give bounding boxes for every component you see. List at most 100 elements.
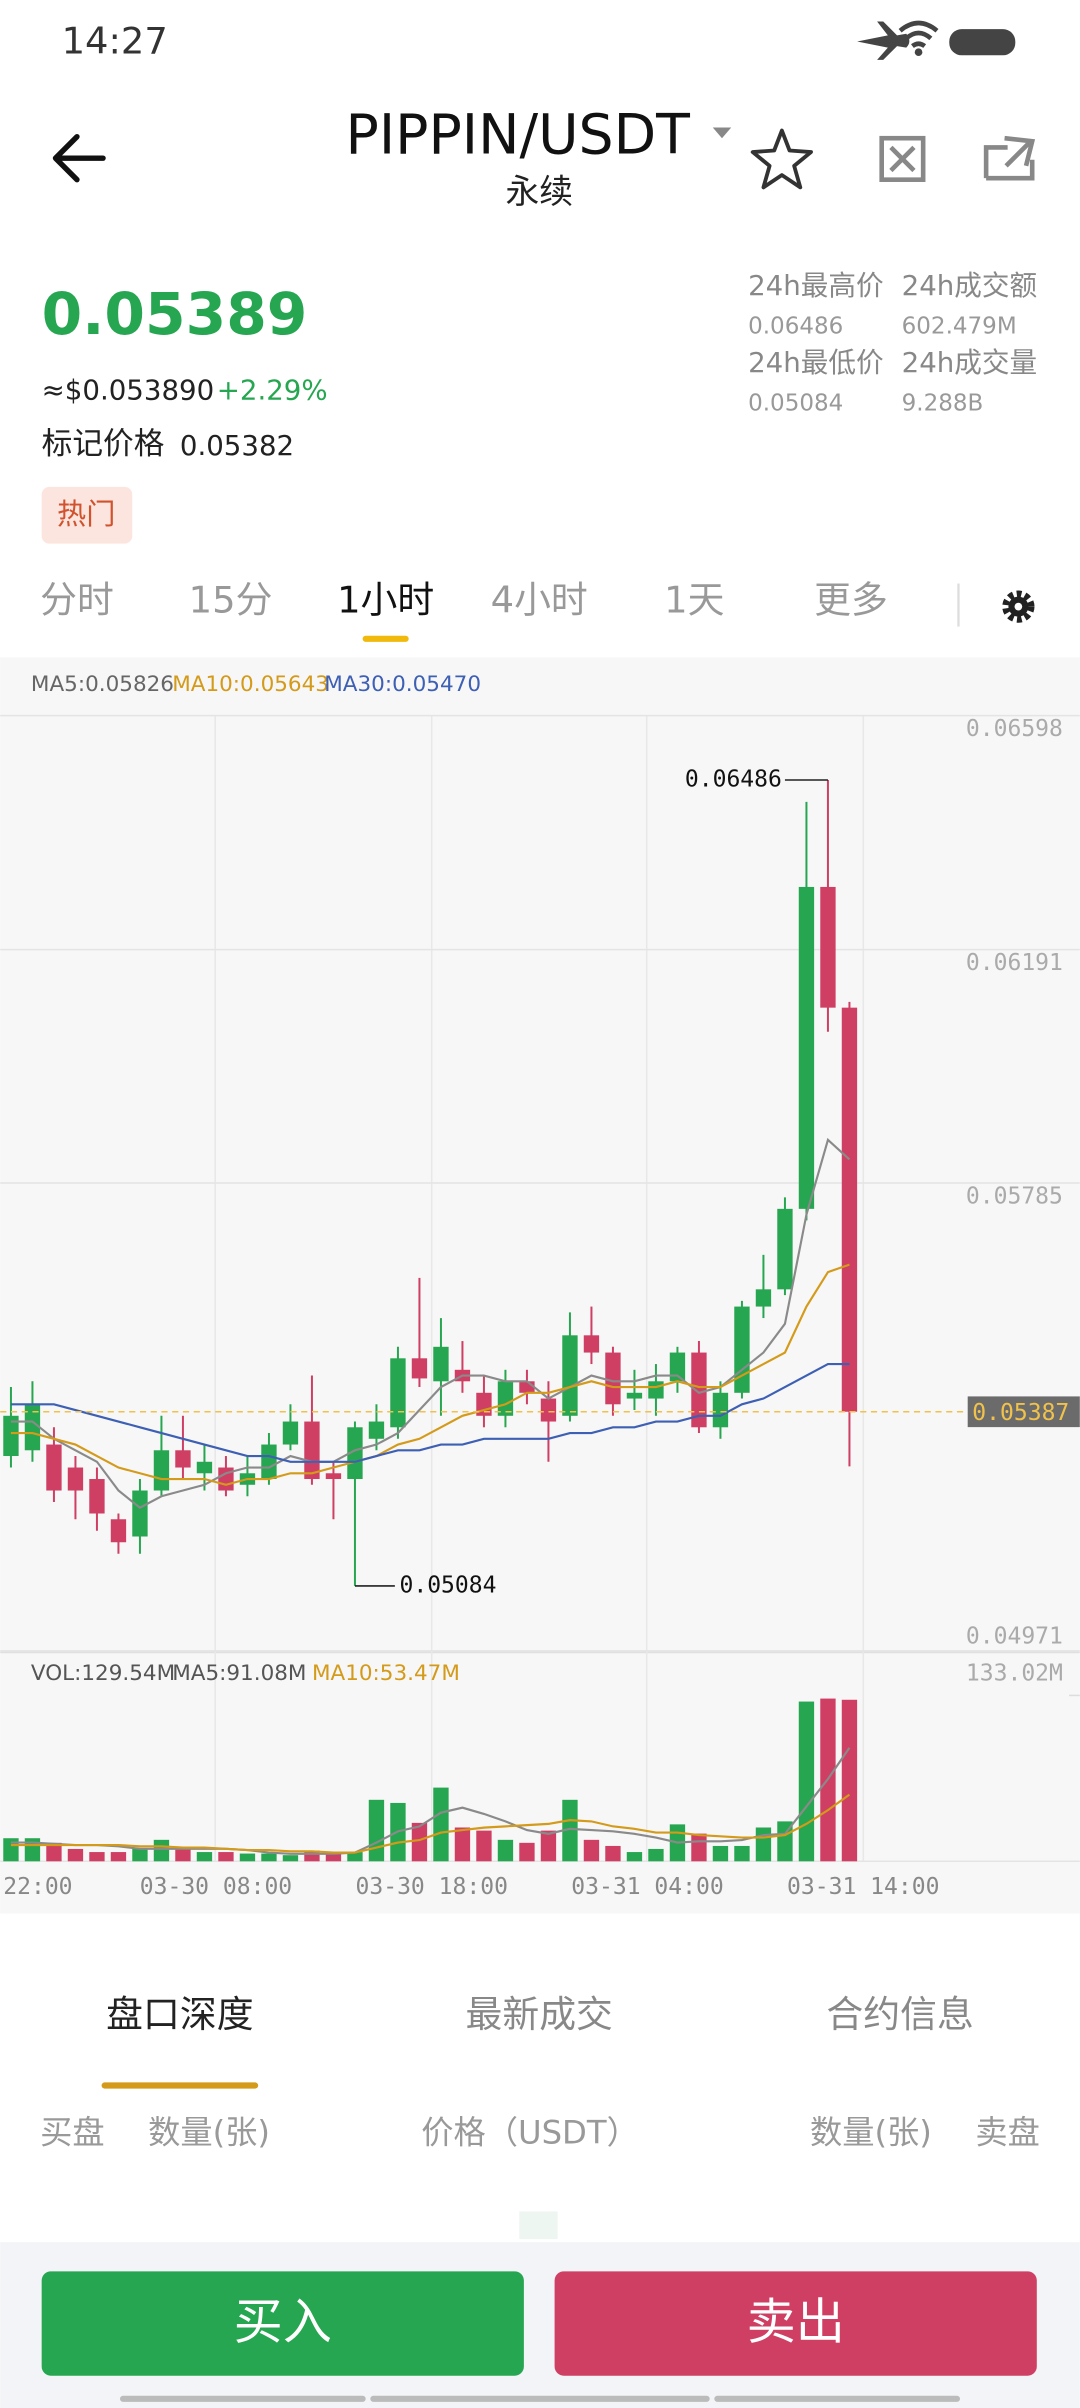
ma-line — [10, 1747, 851, 1855]
sell-button-bg[interactable] — [554, 2271, 1037, 2376]
volume-bar — [841, 1699, 858, 1862]
ma-line — [10, 1263, 850, 1486]
candle-body — [24, 1404, 41, 1451]
y-tick-label: 0.06191 — [966, 950, 1063, 976]
volume-bar — [175, 1848, 191, 1862]
volume-tick-label: 133.02M — [966, 1660, 1063, 1686]
last-price: 0.05389 — [42, 280, 308, 348]
volume-bar — [712, 1845, 729, 1862]
volume-bar — [562, 1799, 578, 1862]
volume-bar — [24, 1838, 41, 1862]
volume-bar — [110, 1852, 127, 1862]
y-tick-label: 0.04971 — [966, 1624, 1063, 1650]
candle-body — [755, 1289, 772, 1307]
candle-body — [540, 1398, 557, 1422]
high-label: 0.06486 — [685, 767, 782, 793]
volume-bar — [261, 1853, 277, 1862]
interval-tab[interactable]: 4小时 — [491, 579, 588, 622]
favorite-button[interactable] — [750, 128, 813, 190]
y-tick-label: 0.05785 — [966, 1183, 1063, 1209]
candle-body — [132, 1490, 148, 1537]
candle-body — [798, 886, 815, 1209]
volume-ma-legend: MA10:53.47M — [312, 1661, 460, 1686]
wifi-dot — [914, 48, 923, 57]
candle-body — [110, 1519, 127, 1543]
volume-bar — [433, 1787, 449, 1862]
volume-bar — [218, 1852, 234, 1862]
last-price-tag-bg — [967, 1396, 1080, 1428]
interval-underline — [362, 635, 409, 642]
volume-bar — [497, 1839, 514, 1862]
y-tick-label: 0.06598 — [966, 716, 1063, 742]
order-book-header: 买盘 数量(张) 价格（USDT） 数量(张) 卖盘 — [40, 2114, 1040, 2152]
section-tab[interactable]: 合约信息 — [826, 1993, 973, 2036]
pair-dropdown[interactable] — [712, 127, 732, 139]
interval-tab[interactable]: 更多 — [814, 579, 888, 622]
volume-ma-legend: MA5:91.08M — [172, 1661, 306, 1686]
interval-tab[interactable]: 1天 — [664, 579, 724, 622]
volume-bar — [476, 1830, 492, 1862]
interval-tab[interactable]: 分时 — [40, 579, 114, 622]
volume-bar — [282, 1855, 299, 1862]
chart-background — [0, 657, 1080, 1914]
order-header: 数量(张) — [810, 2114, 932, 2152]
ma-line — [10, 1793, 851, 1854]
back-button[interactable] — [52, 133, 106, 183]
volume-bar — [540, 1830, 557, 1862]
volume-bar — [605, 1845, 621, 1862]
low-label: 0.05084 — [399, 1572, 496, 1598]
bottom-tabs: 盘口深度 最新成交 合约信息 — [101, 1993, 974, 2089]
stat-label: 24h最低价 — [748, 346, 884, 379]
section-tab[interactable]: 盘口深度 — [106, 1993, 253, 2036]
sell-button[interactable]: 卖出 — [747, 2293, 845, 2351]
buy-button[interactable]: 买入 — [234, 2293, 332, 2351]
candle-body — [841, 1007, 858, 1412]
candle-body — [3, 1415, 19, 1457]
interval-tab[interactable]: 1小时 — [337, 579, 434, 622]
share-button[interactable] — [983, 135, 1036, 181]
candle-body — [583, 1335, 600, 1353]
x-tick-label: 03-30 18:00 — [356, 1874, 508, 1900]
order-header: 价格（USDT） — [421, 2114, 639, 2152]
volume-bar — [46, 1842, 62, 1862]
stat-label: 24h成交额 — [902, 269, 1038, 302]
fullscreen-button[interactable] — [879, 135, 926, 182]
candle-body — [626, 1392, 643, 1399]
pair-title[interactable]: PIPPIN/USDT — [346, 103, 691, 167]
contract-type: 永续 — [505, 172, 573, 211]
x-tick-label: 03-30 08:00 — [140, 1874, 292, 1900]
volume-bar — [583, 1839, 600, 1862]
interval-tab[interactable]: 15分 — [189, 579, 273, 622]
order-header: 卖盘 — [975, 2114, 1040, 2152]
ma-line — [10, 1362, 850, 1463]
volume-bar — [153, 1839, 170, 1862]
status-time: 14:27 — [62, 20, 168, 63]
interval-tabs: 分时 15分 1小时 4小时 1天 更多 — [40, 579, 888, 642]
tab-underline — [101, 2082, 259, 2089]
stat-value: 0.05084 — [748, 390, 843, 416]
order-header: 数量(张) — [148, 2114, 270, 2152]
candle-body — [648, 1381, 664, 1399]
volume-bar — [648, 1848, 664, 1862]
volume-bar — [755, 1827, 772, 1862]
candle-body — [175, 1450, 191, 1468]
volume-bar — [67, 1848, 84, 1862]
fullscreen-cross — [889, 145, 916, 173]
last-price-tag: 0.05387 — [972, 1400, 1069, 1426]
stat-value: 9.288B — [902, 390, 984, 416]
buy-button-bg[interactable] — [41, 2271, 524, 2376]
volume-legend: VOL:129.54M — [31, 1661, 175, 1686]
x-tick-label: 03-31 14:00 — [787, 1874, 939, 1900]
x-tick-label: 22:00 — [3, 1874, 72, 1900]
candle-body — [669, 1352, 686, 1382]
candle-body — [605, 1352, 621, 1405]
candle-body — [562, 1335, 578, 1416]
stat-value: 602.479M — [902, 314, 1017, 340]
candle-body — [390, 1358, 406, 1428]
section-tab[interactable]: 最新成交 — [466, 1993, 613, 2036]
ma-legend: MA10:0.05643 — [172, 672, 329, 697]
volume-bar — [3, 1838, 19, 1862]
depth-placeholder — [519, 2211, 558, 2240]
